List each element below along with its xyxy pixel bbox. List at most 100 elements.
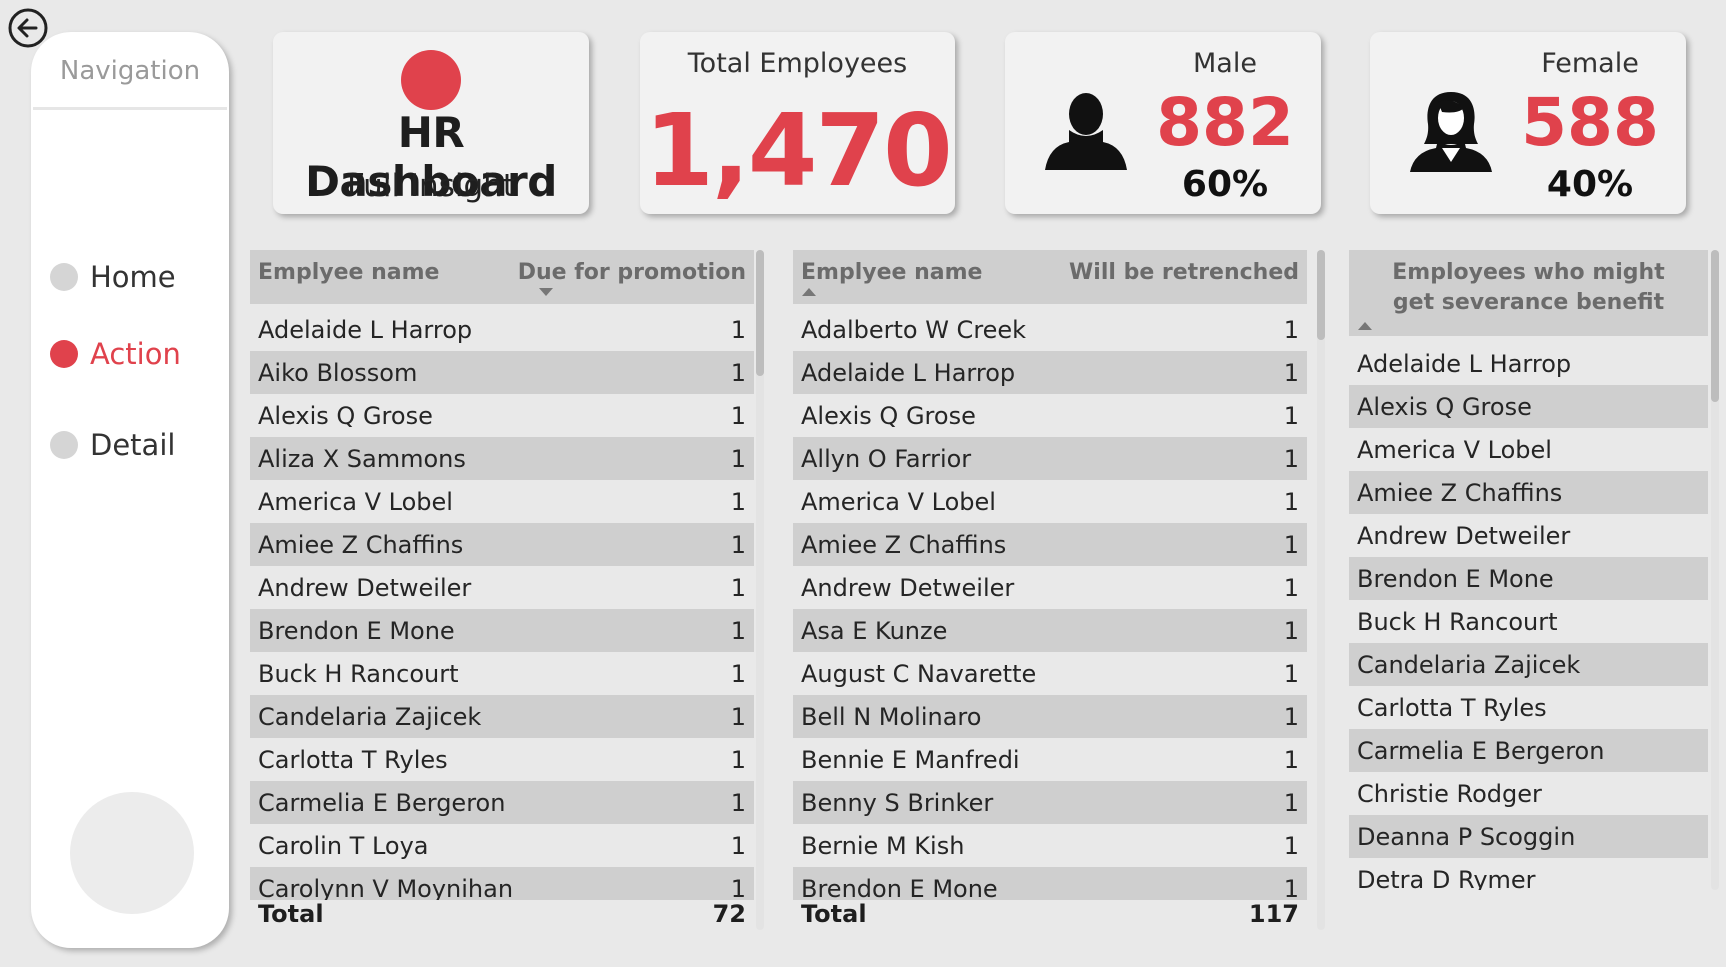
table-row[interactable]: Alexis Q Grose 1 <box>250 394 754 437</box>
nav-item-detail[interactable]: Detail <box>50 425 175 465</box>
table-row[interactable]: Christie Rodger <box>1349 772 1708 815</box>
table-row[interactable]: Brendon E Mone 1 <box>250 609 754 652</box>
table-row[interactable]: Adalberto W Creek 1 <box>793 308 1307 351</box>
table-row[interactable]: Adelaide L Harrop <box>1349 342 1708 385</box>
table-row[interactable]: Adelaide L Harrop 1 <box>793 351 1307 394</box>
promotion-table: Emplyee name Due for promotion Adelaide … <box>250 250 764 934</box>
table-row[interactable]: Buck H Rancourt 1 <box>250 652 754 695</box>
scrollbar[interactable] <box>1317 250 1325 930</box>
employee-name: Alexis Q Grose <box>801 401 976 430</box>
retrenchment-table-header: Emplyee name Will be retrenched <box>793 250 1307 304</box>
navigation-panel: Navigation Home Action Detail <box>31 32 229 948</box>
table-row[interactable]: August C Navarette 1 <box>793 652 1307 695</box>
table-row[interactable]: Carolynn V Moynihan 1 <box>250 867 754 900</box>
table-row[interactable]: Alexis Q Grose 1 <box>793 394 1307 437</box>
scrollbar[interactable] <box>756 250 764 930</box>
column-header-promotion[interactable]: Due for promotion <box>517 260 746 285</box>
table-row[interactable]: Bell N Molinaro 1 <box>793 695 1307 738</box>
table-row[interactable]: Allyn O Farrior 1 <box>793 437 1307 480</box>
employee-name: Buck H Rancourt <box>258 659 459 688</box>
table-row[interactable]: Carmelia E Bergeron <box>1349 729 1708 772</box>
employee-name: Andrew Detweiler <box>258 573 472 602</box>
table-row[interactable]: America V Lobel <box>1349 428 1708 471</box>
row-value: 1 <box>1283 573 1299 602</box>
table-row[interactable]: Aliza X Sammons 1 <box>250 437 754 480</box>
scrollbar-thumb[interactable] <box>1317 250 1325 340</box>
row-value: 1 <box>730 401 746 430</box>
avatar <box>70 792 194 914</box>
table-row[interactable]: Candelaria Zajicek <box>1349 643 1708 686</box>
sort-asc-icon[interactable] <box>802 288 816 296</box>
table-row[interactable]: Amiee Z Chaffins 1 <box>793 523 1307 566</box>
nav-item-action[interactable]: Action <box>50 334 181 374</box>
table-row[interactable]: Bernie M Kish 1 <box>793 824 1307 867</box>
table-row[interactable]: Andrew Detweiler 1 <box>793 566 1307 609</box>
table-row[interactable]: Carlotta T Ryles <box>1349 686 1708 729</box>
scrollbar[interactable] <box>1711 250 1719 890</box>
back-arrow-icon[interactable] <box>7 7 49 49</box>
column-header-retrenched[interactable]: Will be retrenched <box>1069 260 1299 285</box>
table-row[interactable]: Brendon E Mone <box>1349 557 1708 600</box>
employee-name: Carolynn V Moynihan <box>258 874 514 901</box>
employee-name: Carlotta T Ryles <box>258 745 448 774</box>
row-value: 1 <box>1283 530 1299 559</box>
table-row[interactable]: Carolin T Loya 1 <box>250 824 754 867</box>
scrollbar-thumb[interactable] <box>1711 250 1719 402</box>
table-row[interactable]: Amiee Z Chaffins 1 <box>250 523 754 566</box>
table-row[interactable]: Aiko Blossom 1 <box>250 351 754 394</box>
table-row[interactable]: Brendon E Mone 1 <box>793 867 1307 900</box>
table-row[interactable]: Candelaria Zajicek 1 <box>250 695 754 738</box>
employee-name: Deanna P Scoggin <box>1357 822 1576 851</box>
retrenchment-total-row: Total 117 <box>793 900 1307 932</box>
total-employees-label: Total Employees <box>687 48 908 79</box>
table-row[interactable]: Carlotta T Ryles 1 <box>250 738 754 781</box>
table-row[interactable]: Buck H Rancourt <box>1349 600 1708 643</box>
employee-name: Benny S Brinker <box>801 788 994 817</box>
employee-name: Carmelia E Bergeron <box>258 788 506 817</box>
employee-name: Buck H Rancourt <box>1357 607 1558 636</box>
table-row[interactable]: Deanna P Scoggin <box>1349 815 1708 858</box>
navigation-divider <box>33 107 227 110</box>
total-employees-value: 1,470 <box>644 92 952 209</box>
table-row[interactable]: Benny S Brinker 1 <box>793 781 1307 824</box>
employee-name: Alexis Q Grose <box>1357 392 1532 421</box>
sort-desc-icon[interactable] <box>539 288 553 296</box>
table-row[interactable]: Andrew Detweiler 1 <box>250 566 754 609</box>
female-card: Female 588 40% <box>1370 32 1686 214</box>
employee-name: Adelaide L Harrop <box>801 358 1016 387</box>
table-row[interactable]: Alexis Q Grose <box>1349 385 1708 428</box>
dashboard-subtitle: Full Insight <box>347 168 515 204</box>
table-row[interactable]: Bennie E Manfredi 1 <box>793 738 1307 781</box>
employee-name: Candelaria Zajicek <box>1357 650 1581 679</box>
nav-item-label: Action <box>90 337 181 371</box>
female-label: Female <box>1541 48 1639 79</box>
employee-name: August C Navarette <box>801 659 1037 688</box>
nav-item-home[interactable]: Home <box>50 257 176 297</box>
column-header-severance[interactable]: Employees who might get severance benefi… <box>1392 260 1665 315</box>
female-count: 588 <box>1521 84 1659 161</box>
table-row[interactable]: Amiee Z Chaffins <box>1349 471 1708 514</box>
employee-name: Andrew Detweiler <box>801 573 1015 602</box>
table-row[interactable]: America V Lobel 1 <box>793 480 1307 523</box>
table-row[interactable]: Andrew Detweiler <box>1349 514 1708 557</box>
total-employees-card: Total Employees 1,470 <box>640 32 955 214</box>
scrollbar-thumb[interactable] <box>756 250 764 376</box>
column-header-name[interactable]: Emplyee name <box>801 260 983 285</box>
brand-dot-icon <box>401 50 461 110</box>
table-row[interactable]: America V Lobel 1 <box>250 480 754 523</box>
row-value: 1 <box>730 530 746 559</box>
row-value: 1 <box>730 745 746 774</box>
table-row[interactable]: Carmelia E Bergeron 1 <box>250 781 754 824</box>
table-row[interactable]: Asa E Kunze 1 <box>793 609 1307 652</box>
column-header-name[interactable]: Emplyee name <box>258 260 440 285</box>
sort-asc-icon[interactable] <box>1358 322 1372 330</box>
employee-name: Carmelia E Bergeron <box>1357 736 1605 765</box>
employee-name: Asa E Kunze <box>801 616 948 645</box>
row-value: 1 <box>1283 831 1299 860</box>
row-value: 1 <box>730 444 746 473</box>
table-row[interactable]: Detra D Rymer <box>1349 858 1708 891</box>
row-value: 1 <box>730 659 746 688</box>
employee-name: Bell N Molinaro <box>801 702 982 731</box>
table-row[interactable]: Adelaide L Harrop 1 <box>250 308 754 351</box>
employee-name: Bernie M Kish <box>801 831 965 860</box>
